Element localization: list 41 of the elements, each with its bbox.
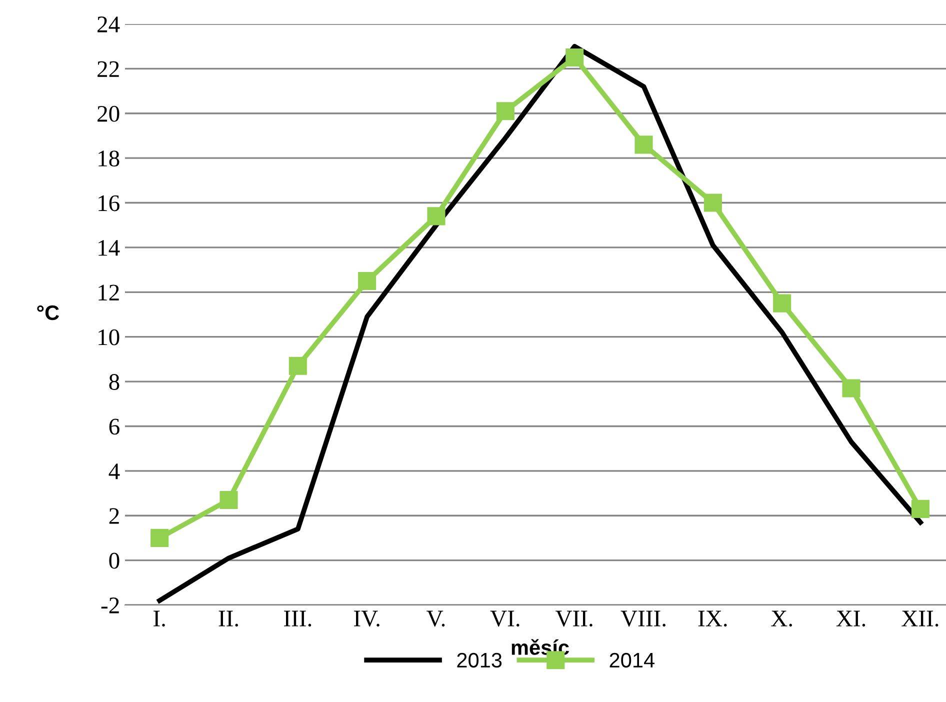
point [634,136,653,154]
point [842,379,860,398]
x-tick-label: IX. [698,610,727,627]
y-tick-label: -2 [101,598,119,614]
point [704,194,722,212]
y-tick-label: 22 [98,61,119,77]
x-tick-label: III. [284,610,312,627]
y-tick-label: 12 [98,284,119,300]
x-tick-label: V. [426,610,445,627]
x-tick-label: XII. [902,610,938,627]
point [220,490,238,509]
y-tick-label: 24 [98,16,120,32]
point [358,272,376,290]
point [150,528,169,547]
point [288,356,307,375]
y-tick-label: 4 [108,464,120,480]
x-tick-label: VIII. [620,610,666,627]
legend-label: 2013 [457,652,502,668]
x-tick-label: II. [218,610,238,627]
point [496,102,514,120]
y-tick-label: 6 [109,418,120,435]
y-tick-label: 8 [109,374,120,390]
point [566,48,584,67]
x-tick-label: IV. [354,610,380,627]
y-tick-label: 10 [98,329,120,346]
y-axis-title: °C [37,305,60,320]
point [773,294,792,312]
x-tick-label: XI. [836,610,866,627]
x-tick-label: VII. [556,610,592,627]
y-tick-label: 14 [98,240,120,256]
x-tick-label: X. [771,610,792,627]
legend-label: 2014 [610,652,654,668]
y-tick-label: 2 [109,508,119,524]
y-tick-label: 18 [98,150,120,166]
x-tick-label: VI. [490,610,520,627]
y-tick-label: 20 [98,106,120,122]
y-tick-label: 16 [98,195,120,212]
point [911,500,930,518]
point [427,207,446,226]
x-tick-label: I. [154,610,165,627]
y-tick-label: 0 [109,552,120,569]
